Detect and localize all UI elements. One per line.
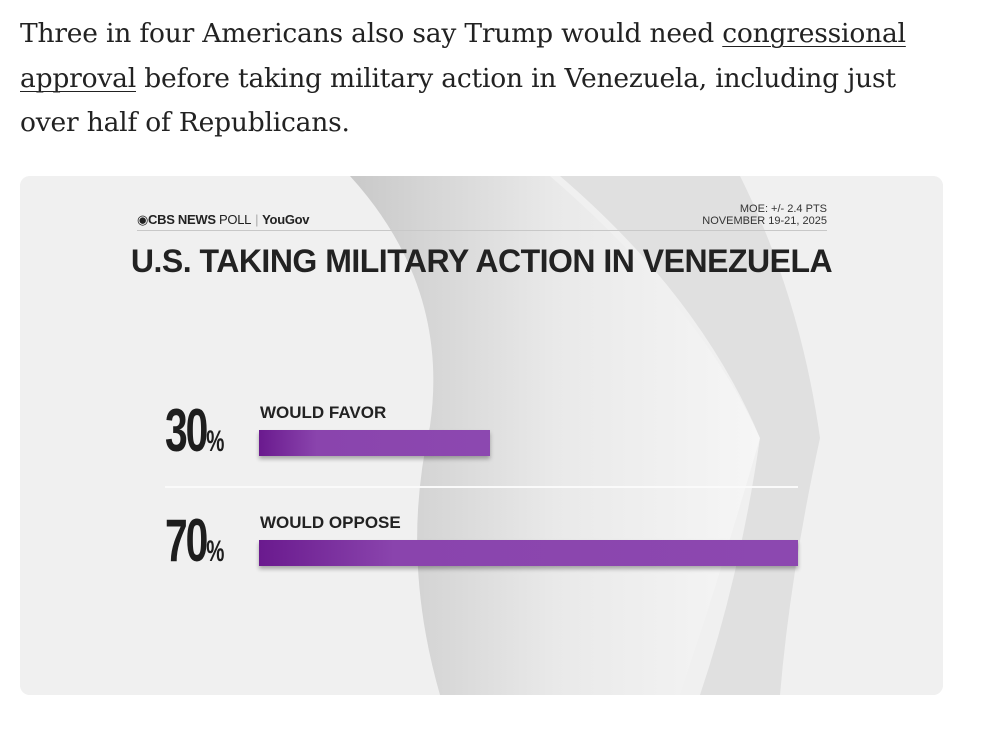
paragraph-text-2: before taking military action in Venezue… xyxy=(20,62,896,139)
congressional-approval-link[interactable]: congressional approval xyxy=(20,18,906,94)
chart-title: U.S. TAKING MILITARY ACTION IN VENEZUELA xyxy=(130,243,833,279)
moe: MOE: +/- 2.4 PTS xyxy=(739,203,827,215)
header-divider xyxy=(137,230,827,231)
bar xyxy=(259,430,490,456)
poll-graphic: ◉CBS NEWS POLL | YouGov MOE: +/- 2.4 PTS NO… xyxy=(20,176,943,695)
paragraph-text-1: Three in four Americans also say Trump w… xyxy=(20,18,723,49)
value-label: 30% xyxy=(165,397,225,464)
poll-dates: NOVEMBER 19-21, 2025 xyxy=(702,215,827,227)
poll-meta: MOE: +/- 2.4 PTS NOVEMBER 19-21, 2025 xyxy=(702,203,827,227)
brand-logo: ◉CBS NEWS POLL | YouGov xyxy=(137,212,310,227)
article-paragraph: Three in four Americans also say Trump w… xyxy=(20,12,950,146)
bar xyxy=(259,540,798,566)
row-divider xyxy=(165,486,798,488)
category-label: WOULD OPPOSE xyxy=(260,513,401,532)
value-label: 70% xyxy=(165,507,225,574)
category-label: WOULD FAVOR xyxy=(260,403,387,422)
